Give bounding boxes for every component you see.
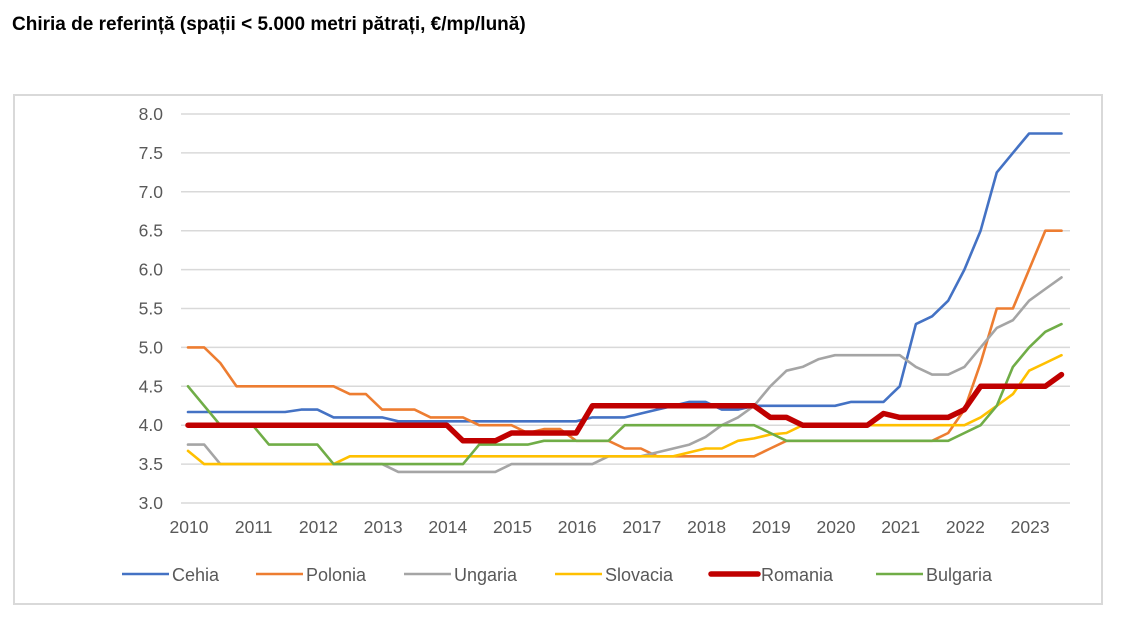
- y-tick-label: 4.0: [139, 415, 164, 435]
- series-line-ungaria: [186, 276, 1063, 474]
- y-tick-label: 7.0: [139, 182, 164, 202]
- y-tick-label: 7.5: [139, 143, 163, 163]
- legend-item-bulgaria: Bulgaria: [876, 565, 993, 585]
- x-tick-label: 2022: [946, 517, 985, 537]
- x-tick-label: 2011: [235, 517, 273, 537]
- chart-title: Chiria de referință (spații < 5.000 metr…: [12, 14, 526, 35]
- x-tick-label: 2016: [558, 517, 597, 537]
- x-tick-label: 2015: [493, 517, 532, 537]
- y-tick-label: 3.5: [139, 454, 163, 474]
- chart-frame: [13, 94, 1103, 605]
- y-axis-tick-labels: 8.0 7.5 7.0 6.5 6.0 5.5 5.0 4.5 4.0 3.5 3.0: [139, 104, 164, 513]
- x-tick-label: 2014: [428, 517, 467, 537]
- series-line-bulgaria: [186, 322, 1063, 466]
- legend-label: Romania: [761, 565, 834, 585]
- legend-item-slovacia: Slovacia: [555, 565, 674, 585]
- x-tick-label: 2017: [622, 517, 661, 537]
- x-tick-label: 2020: [817, 517, 856, 537]
- y-tick-label: 5.0: [139, 337, 164, 357]
- legend-item-romania: Romania: [708, 565, 834, 585]
- legend-item-cehia: Cehia: [122, 565, 220, 585]
- legend-label: Ungaria: [454, 565, 518, 585]
- legend-label: Polonia: [306, 565, 367, 585]
- legend-label: Cehia: [172, 565, 220, 585]
- legend: Cehia Polonia Ungaria Slovacia Romania Bulgar…: [122, 565, 993, 585]
- x-tick-label: 2013: [364, 517, 403, 537]
- y-tick-label: 6.0: [139, 260, 164, 280]
- legend-label: Slovacia: [605, 565, 674, 585]
- x-tick-label: 2018: [687, 517, 726, 537]
- x-tick-label: 2021: [881, 517, 920, 537]
- y-tick-label: 5.5: [139, 299, 163, 319]
- legend-item-polonia: Polonia: [256, 565, 367, 585]
- series-line-cehia: [186, 132, 1063, 423]
- series-line-romania: [185, 371, 1065, 444]
- legend-label: Bulgaria: [926, 565, 993, 585]
- x-tick-label: 2023: [1011, 517, 1050, 537]
- series-lines: [185, 132, 1065, 474]
- x-tick-label: 2019: [752, 517, 791, 537]
- y-tick-label: 3.0: [139, 493, 164, 513]
- x-axis-tick-labels: 2010 2011 2012 2013 2014 2015 2016 2017 2018 2019…: [170, 517, 1050, 537]
- y-tick-label: 8.0: [139, 104, 164, 124]
- x-tick-label: 2012: [299, 517, 338, 537]
- y-tick-label: 4.5: [139, 376, 163, 396]
- legend-item-ungaria: Ungaria: [404, 565, 518, 585]
- x-tick-label: 2010: [170, 517, 209, 537]
- y-tick-label: 6.5: [139, 221, 163, 241]
